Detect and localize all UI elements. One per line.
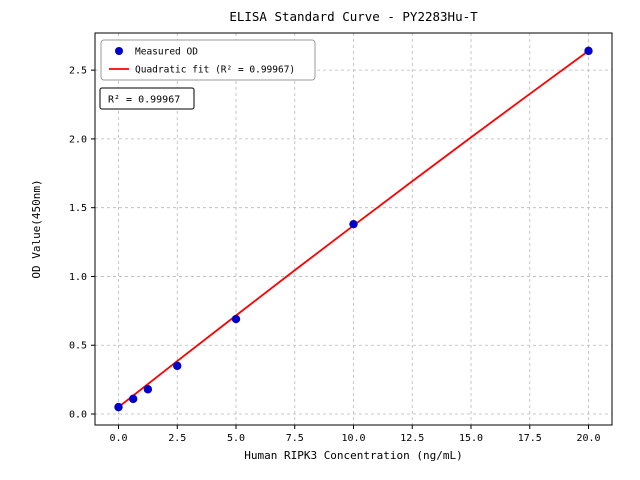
measured-od-data-point [143, 385, 153, 394]
x-tick-label: 20.0 [576, 433, 600, 444]
measured-od-data-point [128, 394, 138, 404]
x-tick-label: 0.0 [109, 433, 127, 444]
x-tick-label: 10.0 [341, 433, 365, 444]
y-tick-label: 0.0 [69, 409, 87, 420]
x-tick-label: 17.5 [518, 433, 542, 444]
y-tick-label: 1.5 [69, 203, 87, 214]
x-tick-label: 2.5 [168, 433, 186, 444]
y-tick-label: 1.0 [69, 272, 87, 283]
legend-marker-measured-od [115, 47, 123, 55]
measured-od-data-point [173, 361, 182, 371]
x-tick-label: 7.5 [286, 433, 304, 444]
legend-label-quadratic-fit: Quadratic fit (R² = 0.99967) [135, 65, 295, 76]
chart-title: ELISA Standard Curve - PY2283Hu-T [229, 9, 478, 24]
measured-od-data-point [231, 314, 241, 324]
y-tick-label: 2.5 [69, 66, 87, 77]
y-tick-label: 0.5 [69, 341, 87, 352]
x-tick-label: 5.0 [227, 433, 245, 444]
legend-box [100, 39, 316, 81]
y-tick-label: 2.0 [69, 134, 87, 145]
x-tick-label: 12.5 [400, 433, 424, 444]
x-axis-label: Human RIPK3 Concentration (ng/mL) [244, 449, 463, 462]
r-squared-annotation-box [99, 87, 195, 110]
y-axis-label: OD Value(450nm) [30, 179, 43, 278]
measured-od-data-point [349, 219, 358, 229]
legend-label-measured-od: Measured OD [135, 47, 198, 58]
measured-od-data-point [114, 402, 123, 412]
x-tick-label: 15.0 [459, 433, 483, 444]
measured-od-data-point [584, 46, 593, 56]
r-squared-annotation-text: R² = 0.99967 [108, 95, 180, 106]
